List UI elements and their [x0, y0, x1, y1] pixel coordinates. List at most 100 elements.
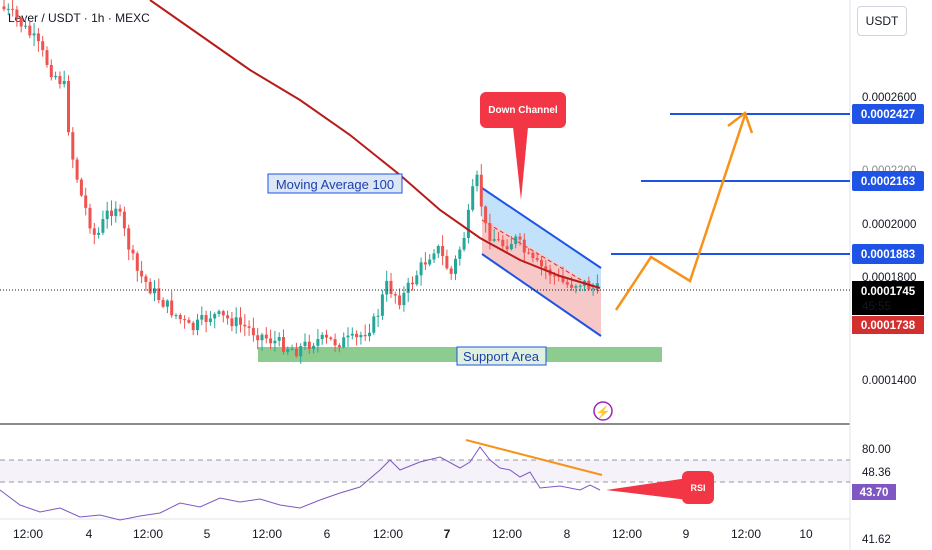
candle-body [574, 286, 578, 288]
candle-body [71, 132, 75, 160]
open-price-value: 0.0001738 [861, 320, 916, 332]
candle-body [15, 9, 19, 18]
candle-body [363, 334, 367, 337]
candle-body [6, 8, 10, 10]
x-tick-label: 4 [86, 527, 93, 541]
candle-body [454, 258, 457, 274]
candle-body [312, 345, 316, 350]
candle-body [484, 206, 488, 224]
candle-body [337, 345, 341, 348]
candle-body [114, 208, 118, 217]
candle-body [471, 186, 475, 210]
candle-body [32, 33, 36, 36]
candle-body [436, 246, 440, 254]
candle-body [226, 315, 230, 319]
candle-body [368, 332, 371, 337]
candle-body [264, 334, 268, 339]
candle-body [505, 246, 509, 250]
candle-body [419, 262, 423, 276]
candle-body [131, 249, 135, 254]
candle-body [492, 239, 496, 241]
candle-body [561, 276, 565, 283]
currency-selector[interactable]: USDT [857, 6, 907, 36]
candle-body [441, 246, 445, 257]
candle-body [92, 228, 96, 235]
projection-arrowhead [727, 110, 754, 134]
candle-body [342, 337, 346, 348]
candle-body [101, 219, 105, 233]
x-tick-label: 12:00 [252, 527, 282, 541]
candle-body [423, 262, 427, 265]
x-tick-label: 8 [564, 527, 571, 541]
candle-body [307, 341, 311, 350]
candle-body [299, 346, 303, 357]
candle-body [75, 159, 79, 180]
support-area-label: Support Area [463, 349, 540, 364]
candle-body [122, 211, 126, 229]
candle-body [398, 295, 402, 306]
candle-body [544, 266, 548, 270]
projection-path [614, 110, 754, 311]
candle-body [402, 292, 406, 306]
candle-body [393, 294, 397, 296]
candle-body [161, 300, 165, 307]
candle-body [58, 75, 62, 85]
current-price-tag [852, 281, 924, 315]
candle-body [41, 41, 45, 51]
candle-body [290, 348, 294, 350]
rsi-tick-label: 41.62 [862, 534, 891, 546]
candle-body [135, 253, 139, 271]
price-level-value: 0.0001883 [861, 249, 915, 261]
price-level-value: 0.0002163 [861, 176, 915, 188]
candle-body [509, 244, 513, 250]
candle-body [79, 179, 83, 196]
x-tick-label: 12:00 [612, 527, 642, 541]
channel-upper-fill [482, 188, 601, 290]
candle-body [475, 174, 479, 187]
candle-body [84, 195, 88, 208]
time-axis: 12:00 4 12:00 5 12:00 6 12:00 7 12:00 8 12:00 9 12:0… [13, 527, 813, 541]
candle-body [346, 335, 350, 338]
candlesticks [2, 0, 601, 364]
x-tick-label: 12:00 [731, 527, 761, 541]
candle-body [200, 315, 204, 320]
candle-body [458, 249, 462, 259]
candle-body [11, 8, 15, 10]
x-tick-label: 5 [204, 527, 211, 541]
candle-body [191, 322, 195, 331]
x-tick-label: 6 [324, 527, 331, 541]
candle-body [479, 174, 483, 207]
price-axis: 0.00026000.00020000.00018000.00014000.00… [852, 92, 924, 546]
rsi-tick-label: 80.00 [862, 444, 891, 456]
candle-body [488, 223, 492, 241]
candle-body [466, 209, 470, 238]
rsi-callout-label: RSI [690, 483, 705, 493]
candle-body [213, 313, 217, 319]
candle-body [170, 300, 174, 316]
chart-title: Lever / USDT · 1h · MEXC [8, 11, 150, 25]
candle-body [552, 275, 556, 277]
candle-body [88, 207, 92, 229]
candle-body [174, 314, 178, 316]
candle-body [540, 259, 543, 267]
price-level-lines [0, 113, 850, 291]
channel-mid-line [481, 219, 602, 293]
candle-body [286, 349, 290, 352]
candle-body [196, 319, 199, 331]
rsi-panel: RSI [0, 439, 850, 521]
candle-body [127, 228, 131, 250]
candle-body [178, 314, 182, 320]
candle-body [230, 318, 234, 327]
x-tick-label: 12:00 [492, 527, 522, 541]
moving-average-label: Moving Average 100 [276, 177, 394, 192]
channel-bottom-line [481, 253, 602, 337]
price-level-tag [852, 244, 924, 264]
candle-body [415, 275, 419, 285]
candle-body [372, 316, 376, 333]
y-tick-label: 0.0001400 [862, 375, 916, 387]
candle-body [406, 282, 410, 293]
rsi-line [0, 446, 601, 521]
candle-body [239, 317, 242, 325]
candle-body [45, 50, 49, 65]
